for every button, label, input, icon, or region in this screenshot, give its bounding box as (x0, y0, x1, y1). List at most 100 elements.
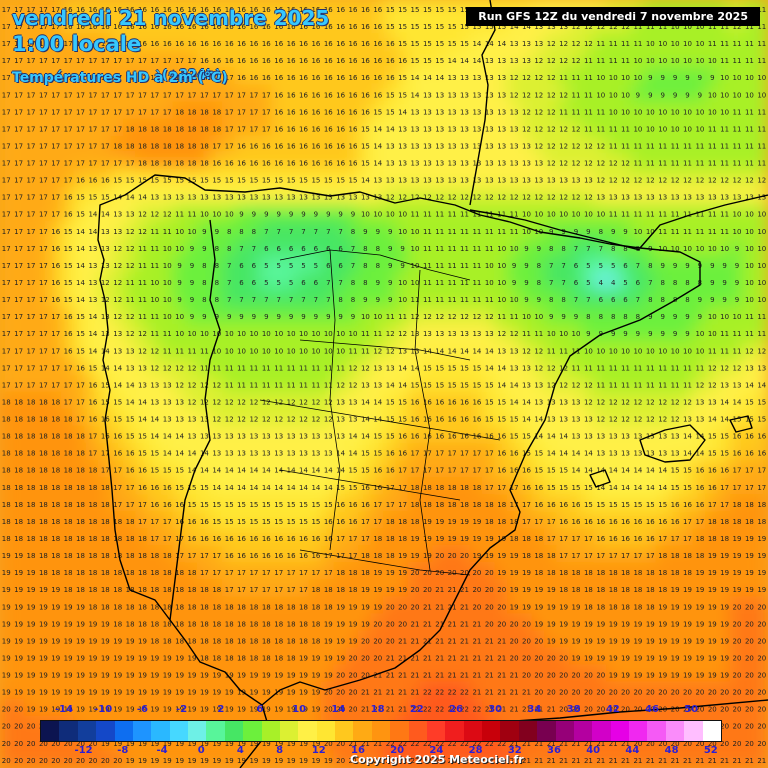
temperature-value: 17 (76, 160, 85, 168)
temperature-cell (98, 152, 113, 172)
temperature-value: 10 (336, 347, 345, 355)
temperature-value: 11 (423, 245, 432, 253)
temperature-value: 13 (386, 364, 395, 372)
temperature-value: 16 (113, 450, 122, 458)
temperature-cell (271, 0, 286, 19)
temperature-cell (11, 169, 26, 189)
temperature-value: 12 (262, 416, 271, 424)
temperature-value: 16 (150, 40, 159, 48)
temperature-cell (259, 118, 274, 138)
temperature-value: 17 (76, 143, 85, 151)
temperature-value: 11 (671, 160, 680, 168)
temperature-value: 11 (435, 228, 444, 236)
temperature-value: 12 (386, 330, 395, 338)
temperature-value: 18 (386, 535, 395, 543)
temperature-value: 17 (27, 381, 36, 389)
temperature-cell (110, 33, 125, 53)
temperature-cell (333, 135, 348, 155)
temperature-value: 9 (289, 211, 293, 219)
temperature-value: 9 (190, 313, 194, 321)
temperature-value: 8 (227, 228, 231, 236)
temperature-cell (184, 67, 200, 87)
temperature-value: 12 (522, 108, 531, 116)
temperature-value: 9 (326, 211, 330, 219)
temperature-value: 11 (708, 228, 717, 236)
temperature-value: 11 (609, 125, 618, 133)
temperature-value: 18 (39, 552, 48, 560)
temperature-value: 19 (720, 569, 729, 577)
temperature-value: 11 (745, 125, 754, 133)
temperature-value: 13 (609, 433, 618, 441)
temperature-value: 11 (745, 143, 754, 151)
temperature-cell (593, 152, 608, 172)
temperature-value: 16 (287, 535, 296, 543)
temperature-value: 19 (2, 569, 11, 577)
temperature-value: 18 (311, 586, 320, 594)
temperature-value: 10 (150, 279, 159, 287)
temperature-value: 9 (660, 262, 664, 270)
temperature-value: 13 (658, 433, 667, 441)
temperature-value: 9 (177, 262, 181, 270)
temperature-value: 18 (349, 586, 358, 594)
temperature-value: 12 (126, 313, 135, 321)
temperature-value: 15 (188, 501, 197, 509)
temperature-value: 16 (720, 467, 729, 475)
temperature-value: 19 (448, 518, 457, 526)
temperature-value: 11 (609, 381, 618, 389)
temperature-value: 9 (252, 313, 256, 321)
temperature-value: 7 (326, 228, 330, 236)
temperature-value: 13 (596, 450, 605, 458)
temperature-value: 14 (572, 467, 581, 475)
temperature-value: 13 (572, 433, 581, 441)
temperature-cell (407, 101, 423, 121)
temperature-value: 12 (547, 74, 556, 82)
temperature-value: 17 (138, 91, 147, 99)
temperature-value: 19 (745, 586, 754, 594)
temperature-value: 17 (584, 552, 593, 560)
temperature-value: 9 (574, 313, 578, 321)
temperature-value: 10 (324, 347, 333, 355)
temperature-value: 7 (574, 296, 578, 304)
temperature-value: 17 (101, 143, 110, 151)
temperature-value: 18 (51, 399, 60, 407)
temperature-value: 14 (720, 399, 729, 407)
temperature-value: 13 (113, 330, 122, 338)
temperature-value: 18 (361, 552, 370, 560)
temperature-value: 17 (2, 279, 11, 287)
temperature-value: 16 (336, 160, 345, 168)
temperature-value: 9 (326, 313, 330, 321)
temperature-cell (680, 152, 695, 172)
temperature-cell (544, 33, 559, 53)
temperature-cell (271, 135, 286, 155)
temperature-value: 18 (2, 450, 11, 458)
temperature-cell (432, 152, 447, 172)
temperature-value: 5 (276, 279, 280, 287)
temperature-value: 13 (299, 433, 308, 441)
temperature-cell (593, 50, 608, 70)
temperature-value: 13 (225, 194, 234, 202)
temperature-cell (742, 50, 757, 70)
temperature-value: 11 (188, 211, 197, 219)
temperature-cell (221, 118, 237, 138)
temperature-value: 11 (572, 364, 581, 372)
temperature-value: 16 (609, 518, 618, 526)
temperature-cell (407, 152, 423, 172)
temperature-value: 12 (658, 399, 667, 407)
temperature-cell (630, 101, 646, 121)
temperature-value: 17 (361, 535, 370, 543)
temperature-cell (60, 169, 76, 189)
temperature-value: 6 (264, 245, 269, 253)
temperature-cell (160, 169, 175, 189)
temperature-value: 16 (299, 535, 308, 543)
temperature-value: 18 (64, 433, 73, 441)
temperature-value: 8 (685, 279, 689, 287)
temperature-value: 9 (276, 313, 280, 321)
temperature-value: 18 (609, 569, 618, 577)
temperature-cell (85, 101, 101, 121)
temperature-cell (246, 50, 262, 70)
temperature-value: 14 (720, 416, 729, 424)
temperature-value: 14 (547, 433, 556, 441)
temperature-cell (135, 135, 150, 155)
temperature-value: 9 (648, 74, 652, 82)
temperature-value: 12 (175, 381, 184, 389)
